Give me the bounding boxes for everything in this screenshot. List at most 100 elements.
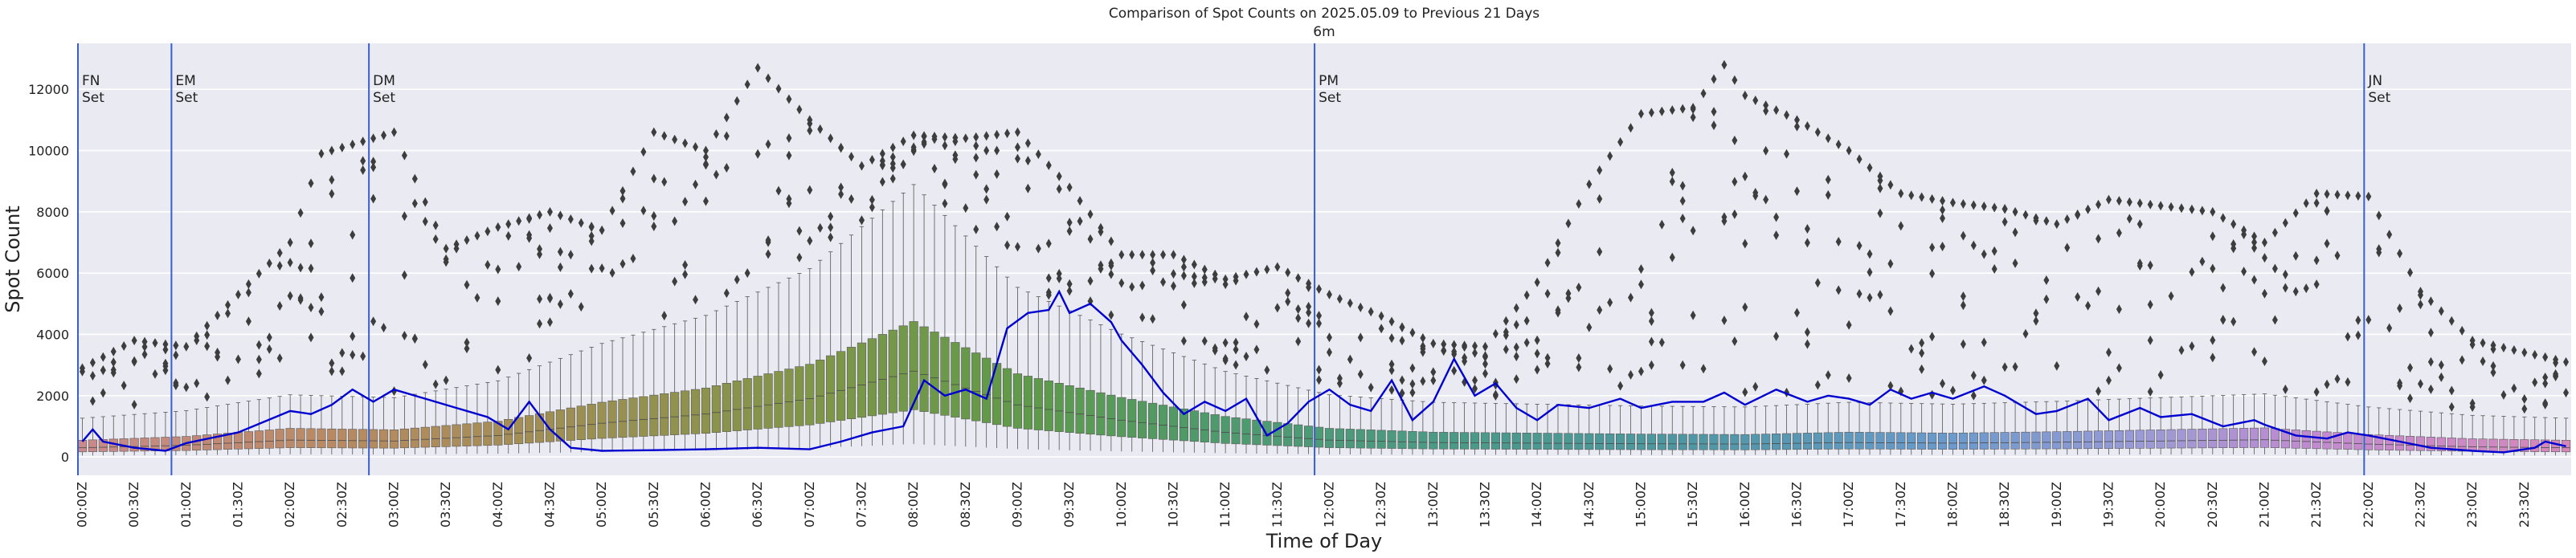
gridlines — [77, 88, 2571, 458]
outlier-point — [557, 246, 563, 257]
outlier-point — [1576, 362, 1582, 373]
outlier-point — [1825, 133, 1831, 144]
box — [898, 325, 908, 412]
x-tick-label: 16:00Z — [1737, 482, 1752, 527]
box — [1314, 426, 1324, 448]
outlier-point — [1991, 246, 1997, 256]
outlier-point — [588, 222, 595, 233]
outlier-point — [2469, 340, 2476, 350]
outlier-point — [370, 133, 377, 144]
outlier-point — [485, 259, 491, 270]
outlier-point — [1503, 316, 1509, 326]
outlier-point — [204, 320, 211, 331]
outlier-point — [661, 131, 668, 141]
box — [1896, 432, 1906, 450]
outlier-point — [1887, 180, 1894, 190]
outlier-point — [276, 260, 283, 271]
outlier-point — [2230, 243, 2237, 254]
outlier-point — [1513, 320, 1519, 330]
outlier-point — [900, 159, 906, 169]
outlier-point — [942, 141, 948, 151]
box — [108, 438, 118, 452]
outlier-point — [1045, 287, 1052, 298]
outlier-point — [889, 142, 896, 153]
outlier-point — [1835, 236, 1842, 246]
outlier-point — [1160, 250, 1167, 260]
box — [1667, 434, 1677, 450]
annotation-label: DM — [373, 73, 395, 89]
box — [888, 329, 898, 413]
outlier-point — [1940, 241, 1946, 251]
outlier-point — [1804, 238, 1810, 248]
outlier-point — [204, 330, 211, 340]
box — [1252, 419, 1261, 446]
outlier-point — [194, 378, 200, 389]
outlier-point — [702, 196, 709, 206]
box — [2166, 429, 2176, 449]
outlier-point — [2241, 267, 2247, 277]
annotation-label: PM — [1319, 73, 1339, 89]
box — [2259, 427, 2270, 448]
box — [2333, 432, 2342, 450]
outlier-point — [1991, 263, 1997, 274]
outlier-point — [2189, 341, 2195, 352]
outlier-point — [141, 342, 148, 352]
box — [2198, 429, 2207, 449]
x-tick-label: 11:30Z — [1270, 482, 1285, 527]
outlier-point — [2521, 404, 2528, 414]
x-tick-label: 21:30Z — [2308, 482, 2324, 527]
box — [930, 332, 939, 414]
outlier-point — [2365, 191, 2372, 202]
outlier-point — [1929, 332, 1936, 342]
box — [2312, 430, 2321, 450]
outlier-point — [256, 369, 262, 379]
x-tick-labels: 00:00Z 00:30Z 01:00Z 01:30Z 02:00Z 02:30Z 03:0… — [74, 482, 2531, 527]
box — [867, 338, 877, 417]
outlier-point — [858, 161, 865, 171]
outlier-point — [1877, 208, 1883, 218]
outlier-point — [2521, 347, 2528, 357]
outlier-point — [2334, 250, 2341, 261]
outlier-point — [1565, 218, 1572, 229]
outlier-point — [308, 263, 314, 274]
box — [1907, 432, 1916, 450]
x-tick-label: 04:00Z — [490, 482, 505, 527]
box — [254, 430, 264, 449]
outlier-point — [1045, 160, 1052, 170]
outlier-point — [2251, 275, 2258, 285]
outlier-point — [672, 134, 678, 145]
box — [1927, 432, 1937, 450]
box — [545, 411, 555, 442]
x-tick-label: 20:00Z — [2153, 482, 2168, 527]
outlier-point — [1056, 268, 1062, 279]
box — [680, 390, 690, 435]
outlier-point — [1981, 337, 1987, 348]
x-tick-label: 13:00Z — [1425, 482, 1441, 527]
outlier-point — [2448, 385, 2455, 396]
outlier-point — [1648, 316, 1654, 327]
outlier-point — [390, 386, 397, 397]
outlier-point — [1503, 344, 1509, 355]
outlier-point — [1108, 258, 1114, 268]
box — [774, 371, 783, 428]
outlier-point — [89, 357, 96, 368]
outlier-point — [2251, 237, 2258, 247]
outlier-point — [2532, 377, 2538, 388]
outlier-point — [1191, 259, 1197, 270]
outlier-point — [1721, 315, 1728, 325]
outlier-point — [152, 338, 158, 348]
box — [1054, 383, 1064, 432]
outlier-point — [1679, 360, 1686, 370]
outlier-point — [287, 238, 293, 248]
outlier-point — [1867, 249, 1873, 259]
outlier-point — [1523, 337, 1530, 348]
outlier-point — [1233, 275, 1239, 286]
box — [514, 417, 524, 445]
outlier-point — [1617, 381, 1624, 391]
outlier-point — [1077, 196, 1083, 206]
outlier-point — [744, 79, 750, 90]
outlier-point — [1960, 230, 1966, 241]
outlier-point — [2397, 303, 2403, 313]
box — [1917, 432, 1927, 450]
box — [826, 355, 836, 422]
